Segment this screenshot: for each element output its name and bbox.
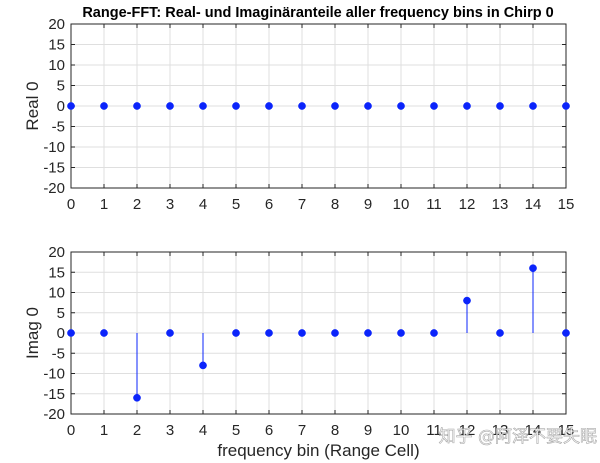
stem-marker	[496, 329, 504, 337]
stem-marker	[397, 102, 405, 110]
stem-marker	[298, 329, 306, 337]
x-tick-label: 7	[298, 196, 306, 213]
x-tick-label: 2	[133, 422, 141, 439]
stem-marker	[364, 329, 372, 337]
stem-marker	[496, 102, 504, 110]
x-tick-label: 4	[199, 196, 207, 213]
x-tick-label: 8	[331, 422, 339, 439]
stem-marker	[133, 102, 141, 110]
stem-marker	[430, 102, 438, 110]
stem-marker	[397, 329, 405, 337]
y-tick-label: 0	[57, 98, 65, 115]
x-tick-label: 13	[492, 196, 509, 213]
chart-title: Range-FFT: Real- und Imaginäranteile all…	[82, 5, 553, 21]
x-tick-label: 7	[298, 422, 306, 439]
x-tick-label: 15	[558, 422, 575, 439]
y-tick-label: 15	[48, 37, 65, 54]
x-tick-label: 5	[232, 422, 240, 439]
stem-marker	[430, 329, 438, 337]
x-tick-label: 15	[558, 196, 575, 213]
stem-marker	[166, 102, 174, 110]
real-part-subplot: 0 1 2 3 4 5 6 7 8 9 10 11 12 13 14 15-20-15-10-50510152…	[23, 16, 574, 213]
imaginary-part-subplot: 0 1 2 3 4 5 6 7 8 9 10 11 12 13 14 15-20-15-10-50510152…	[23, 244, 574, 460]
stem-marker	[199, 102, 207, 110]
y-axis-label: Real 0	[23, 81, 42, 130]
x-tick-label: 14	[525, 422, 542, 439]
x-axis-label: frequency bin (Range Cell)	[217, 441, 419, 460]
y-axis-label: Imag 0	[23, 307, 42, 359]
stem-marker	[265, 102, 273, 110]
x-tick-label: 4	[199, 422, 207, 439]
stem-marker	[331, 102, 339, 110]
x-tick-label: 5	[232, 196, 240, 213]
y-tick-label: 20	[48, 16, 65, 33]
stem-marker	[463, 296, 471, 305]
y-tick-label: 10	[48, 285, 65, 302]
x-tick-label: 10	[393, 196, 410, 213]
y-tick-label: 5	[57, 305, 65, 322]
x-tick-label: 10	[393, 422, 410, 439]
y-tick-label: 20	[48, 244, 65, 261]
stem-marker	[298, 102, 306, 110]
x-tick-label: 12	[459, 422, 476, 439]
stem-marker	[562, 102, 570, 110]
stem-marker	[331, 329, 339, 337]
stem-marker	[232, 329, 240, 337]
stem-marker	[67, 102, 75, 110]
x-tick-label: 1	[100, 422, 108, 439]
x-tick-label: 1	[100, 196, 108, 213]
watermark-text: 知乎 @阿泽不要失眠	[439, 427, 597, 447]
y-tick-label: -5	[52, 119, 65, 136]
y-tick-label: -15	[43, 386, 65, 403]
y-tick-label: -10	[43, 366, 65, 383]
y-tick-label: -20	[43, 406, 65, 423]
x-tick-label: 3	[166, 196, 174, 213]
y-tick-label: 15	[48, 264, 65, 281]
x-tick-label: 13	[492, 422, 509, 439]
x-tick-label: 9	[364, 196, 372, 213]
x-tick-label: 2	[133, 196, 141, 213]
stem-marker	[529, 102, 537, 110]
x-tick-label: 6	[265, 196, 273, 213]
stem-marker	[133, 393, 141, 402]
x-tick-label: 6	[265, 422, 273, 439]
x-tick-label: 0	[67, 422, 75, 439]
stem-marker	[265, 329, 273, 337]
x-tick-label: 12	[459, 196, 476, 213]
stem-marker	[199, 361, 207, 370]
stem-marker	[232, 102, 240, 110]
stem-marker	[67, 329, 75, 337]
x-tick-label: 3	[166, 422, 174, 439]
stem-marker	[100, 102, 108, 110]
y-tick-label: -20	[43, 180, 65, 197]
stem-marker	[463, 102, 471, 110]
stem-marker	[100, 329, 108, 337]
y-tick-label: 10	[48, 57, 65, 74]
stem-marker	[166, 329, 174, 337]
stem-marker	[364, 102, 372, 110]
y-tick-label: 5	[57, 78, 65, 95]
x-tick-label: 0	[67, 196, 75, 213]
x-tick-label: 8	[331, 196, 339, 213]
y-tick-label: -10	[43, 139, 65, 156]
y-tick-label: 0	[57, 325, 65, 342]
x-tick-label: 11	[426, 422, 442, 439]
stem-marker	[562, 329, 570, 337]
y-tick-label: -5	[52, 345, 65, 362]
y-tick-label: -15	[43, 160, 65, 177]
x-tick-label: 11	[426, 196, 442, 213]
stem-marker	[529, 264, 537, 273]
x-tick-label: 14	[525, 196, 542, 213]
x-tick-label: 9	[364, 422, 372, 439]
